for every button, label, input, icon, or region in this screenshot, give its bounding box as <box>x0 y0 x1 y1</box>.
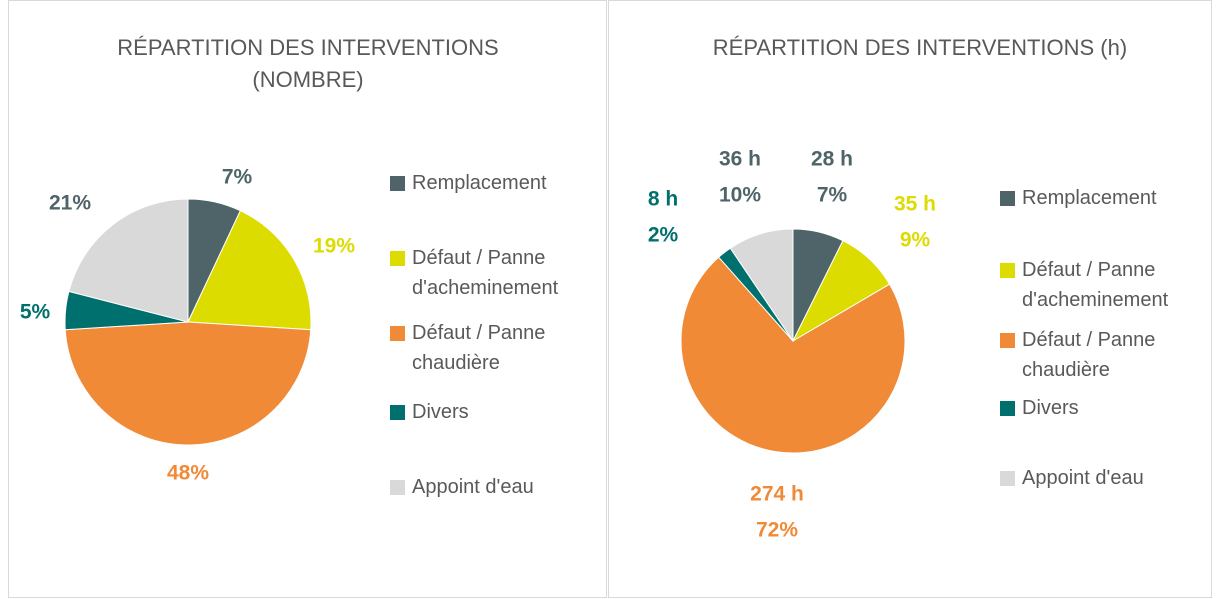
legend-entry: Appoint d'eau <box>1000 463 1216 493</box>
legend-label: Divers <box>1022 397 1079 419</box>
data-label: 28 h <box>811 148 853 171</box>
legend-swatch <box>1000 263 1015 278</box>
pie-slice <box>68 198 189 323</box>
data-label: 7% <box>222 166 253 189</box>
data-label: 2% <box>648 224 679 247</box>
legend-label: Défaut / Panne d'acheminement <box>412 247 559 299</box>
legend-swatch <box>390 326 405 341</box>
data-label: 21% <box>49 192 91 215</box>
legend-swatch <box>390 405 405 420</box>
legend-swatch <box>1000 401 1015 416</box>
legend-entry: Défaut / Panne d'acheminement <box>1000 255 1216 315</box>
data-label: 19% <box>313 235 355 258</box>
pie-slice <box>729 228 794 343</box>
legend-entry: Appoint d'eau <box>390 472 612 502</box>
data-label: 36 h <box>719 148 761 171</box>
legend-label: Défaut / Panne d'acheminement <box>1022 259 1169 311</box>
legend-swatch <box>1000 191 1015 206</box>
chart-title: RÉPARTITION DES INTERVENTIONS (h) <box>712 35 1128 60</box>
legend-label: Défaut / Panne chaudière <box>1022 329 1156 381</box>
legend-swatch <box>390 251 405 266</box>
legend-label: Appoint d'eau <box>412 476 534 498</box>
legend-swatch <box>1000 333 1015 348</box>
data-label: 5% <box>20 301 51 324</box>
data-label: 7% <box>817 184 848 207</box>
legend-label: Remplacement <box>1022 187 1157 209</box>
pie-slice <box>187 210 312 331</box>
panel <box>608 0 1212 598</box>
legend-entry: Remplacement <box>1000 183 1216 213</box>
legend-swatch <box>390 176 405 191</box>
legend-entry: Remplacement <box>390 168 612 198</box>
legend-label: Défaut / Panne chaudière <box>412 322 546 374</box>
panel <box>8 0 607 598</box>
legend-label: Divers <box>412 401 469 423</box>
data-label: 48% <box>167 462 209 485</box>
chart-title: RÉPARTITION DES INTERVENTIONS (NOMBRE) <box>117 35 499 92</box>
legend-swatch <box>1000 471 1015 486</box>
data-label: 10% <box>719 184 761 207</box>
legend-entry: Divers <box>1000 393 1216 423</box>
data-label: 274 h <box>750 483 804 506</box>
legend-swatch <box>390 480 405 495</box>
data-label: 9% <box>900 229 931 252</box>
legend-entry: Défaut / Panne d'acheminement <box>390 243 612 303</box>
legend-entry: Défaut / Panne chaudière <box>390 318 612 378</box>
data-label: 35 h <box>894 193 936 216</box>
legend-entry: Divers <box>390 397 612 427</box>
pie-slice <box>680 256 906 454</box>
data-label: 72% <box>756 519 798 542</box>
data-label: 8 h <box>648 188 678 211</box>
legend-entry: Défaut / Panne chaudière <box>1000 325 1216 385</box>
legend-label: Remplacement <box>412 172 547 194</box>
legend-label: Appoint d'eau <box>1022 467 1144 489</box>
pie-slice <box>64 321 312 446</box>
